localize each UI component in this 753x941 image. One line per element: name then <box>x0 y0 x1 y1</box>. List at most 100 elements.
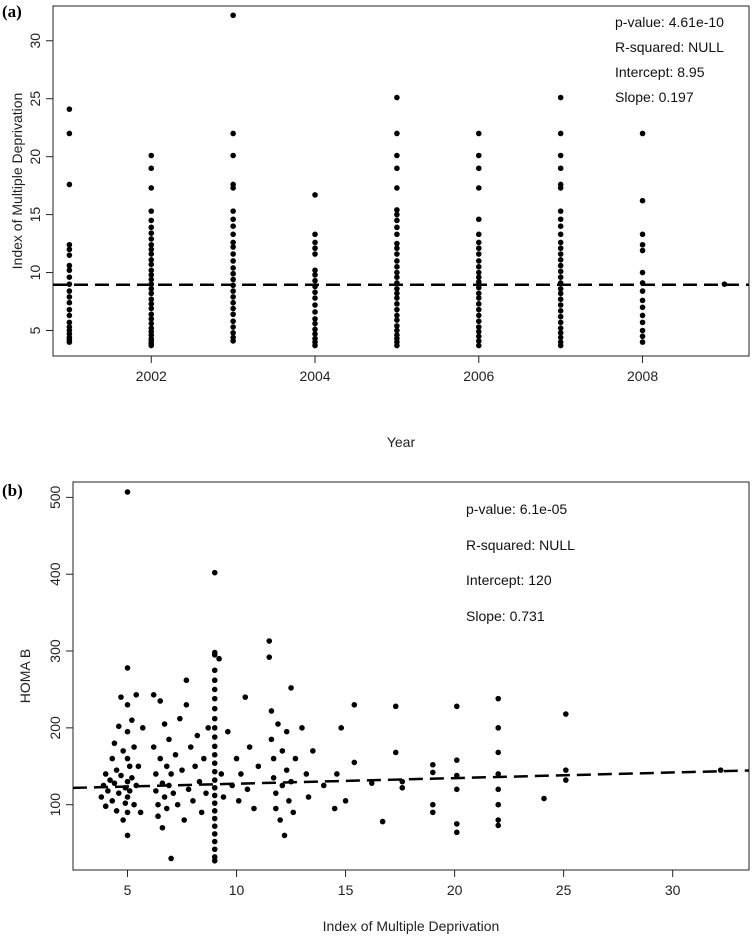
panel-a-point <box>639 269 646 276</box>
panel-a-point <box>639 197 646 204</box>
panel-b-point <box>268 736 275 743</box>
panel-b-point <box>129 775 135 781</box>
panel-b-point <box>266 638 273 644</box>
panel-b-point <box>268 708 275 714</box>
panel-b-point <box>131 744 137 750</box>
panel-a-x-tick-label: 2008 <box>627 368 658 384</box>
panel-b-point <box>270 775 277 781</box>
panel-b-x-tick-label: 25 <box>556 882 572 898</box>
panel-a-point <box>394 207 400 213</box>
panel-a-point <box>394 274 400 280</box>
panel-b-point <box>179 767 185 773</box>
panel-b-point <box>120 817 126 823</box>
panel-b-x-tick-label: 30 <box>665 882 681 898</box>
panel-b-x-tick-label: 10 <box>229 882 245 898</box>
panel-b-point <box>246 744 253 750</box>
panel-a-point <box>148 230 155 236</box>
panel-b-point <box>190 798 196 804</box>
panel-b-point <box>211 838 218 845</box>
panel-b-point <box>541 795 547 802</box>
panel-b-point <box>211 857 218 864</box>
panel-a-point <box>66 252 73 258</box>
panel-a-ticks: 2002 2004 2006 2008 5 10 15 20 25 30 <box>27 33 658 384</box>
panel-b-point <box>495 801 502 808</box>
panel-a-point <box>475 333 482 340</box>
panel-b-point <box>133 782 140 789</box>
panel-b-point <box>211 686 218 693</box>
panel-b-point <box>211 777 218 783</box>
panel-a-point <box>148 305 155 312</box>
panel-a-y-axis-title: Index of Multiple Deprivation <box>9 93 25 270</box>
panel-b-point <box>211 760 218 767</box>
panel-b-point <box>286 798 292 804</box>
panel-b-point <box>270 755 277 762</box>
panel-b-point <box>105 788 111 794</box>
panel-a-point <box>721 281 728 287</box>
panel-b-point <box>220 794 227 800</box>
panel-a-point <box>148 257 155 263</box>
panel-a-point <box>312 295 318 301</box>
panel-a-point <box>230 231 236 238</box>
panel-a-point <box>312 335 318 342</box>
panel-b-point <box>453 829 460 836</box>
panel-b-point <box>161 721 168 727</box>
panel-a-point <box>557 181 564 188</box>
panel-b-y-tick-label: 500 <box>47 485 63 509</box>
panel-b-point <box>495 749 502 756</box>
panel-b-point <box>399 778 406 785</box>
panel-b-point <box>211 792 218 799</box>
panel-a-point <box>66 306 73 313</box>
panel-a-point <box>312 251 318 257</box>
panel-b-point <box>320 782 327 789</box>
panel-b-point <box>122 784 129 791</box>
panel-b-point <box>563 777 569 783</box>
panel-a-point <box>312 192 318 198</box>
panel-a-point <box>639 297 646 304</box>
panel-a-point <box>639 288 646 294</box>
panel-a-point <box>475 165 482 172</box>
panel-a-point <box>148 246 155 253</box>
panel-b-point <box>181 817 188 823</box>
panel-a-point <box>312 289 318 296</box>
panel-a-point <box>148 152 155 159</box>
panel-a-point <box>475 245 482 252</box>
panel-a-point <box>148 290 155 297</box>
panel-a-point <box>394 258 400 264</box>
panel-b-point <box>288 685 294 691</box>
panel-b-point <box>305 794 312 800</box>
panel-a-y-tick-label: 25 <box>27 91 43 107</box>
panel-a-x-tick-label: 2002 <box>136 368 167 384</box>
panel-a-point <box>475 258 482 264</box>
panel-a-point <box>312 267 318 274</box>
panel-a-point <box>557 251 564 257</box>
panel-a-point <box>394 152 400 159</box>
panel-b-point <box>242 694 249 700</box>
panel-a-point <box>230 181 236 188</box>
panel-b-point <box>211 784 218 791</box>
panel-b-y-axis-title: HOMA B <box>17 649 33 703</box>
panel-a-point <box>230 299 236 306</box>
panel-b-point <box>211 854 218 860</box>
panel-b-y-tick-label: 100 <box>47 793 63 817</box>
panel-a-point <box>66 299 73 306</box>
panel-a-point <box>475 269 482 276</box>
panel-a-point <box>394 217 400 224</box>
panel-b-point <box>310 748 316 754</box>
panel-a-point <box>148 325 155 331</box>
panel-a-point <box>639 327 646 334</box>
panel-a-point <box>312 316 318 322</box>
panel-a-y-tick-label: 5 <box>27 326 43 334</box>
panel-b-point <box>211 823 218 830</box>
panel-b-point <box>430 769 436 776</box>
panel-b-point <box>211 725 218 731</box>
panel-a-point <box>66 319 73 326</box>
panel-b-point <box>139 725 146 731</box>
panel-b-point <box>331 805 338 812</box>
panel-a-point <box>394 224 400 231</box>
panel-a-point <box>66 246 73 253</box>
panel-a-point <box>394 327 400 334</box>
panel-b-point <box>211 800 218 806</box>
panel-a-point <box>148 251 155 257</box>
panel-a-point <box>475 338 482 344</box>
